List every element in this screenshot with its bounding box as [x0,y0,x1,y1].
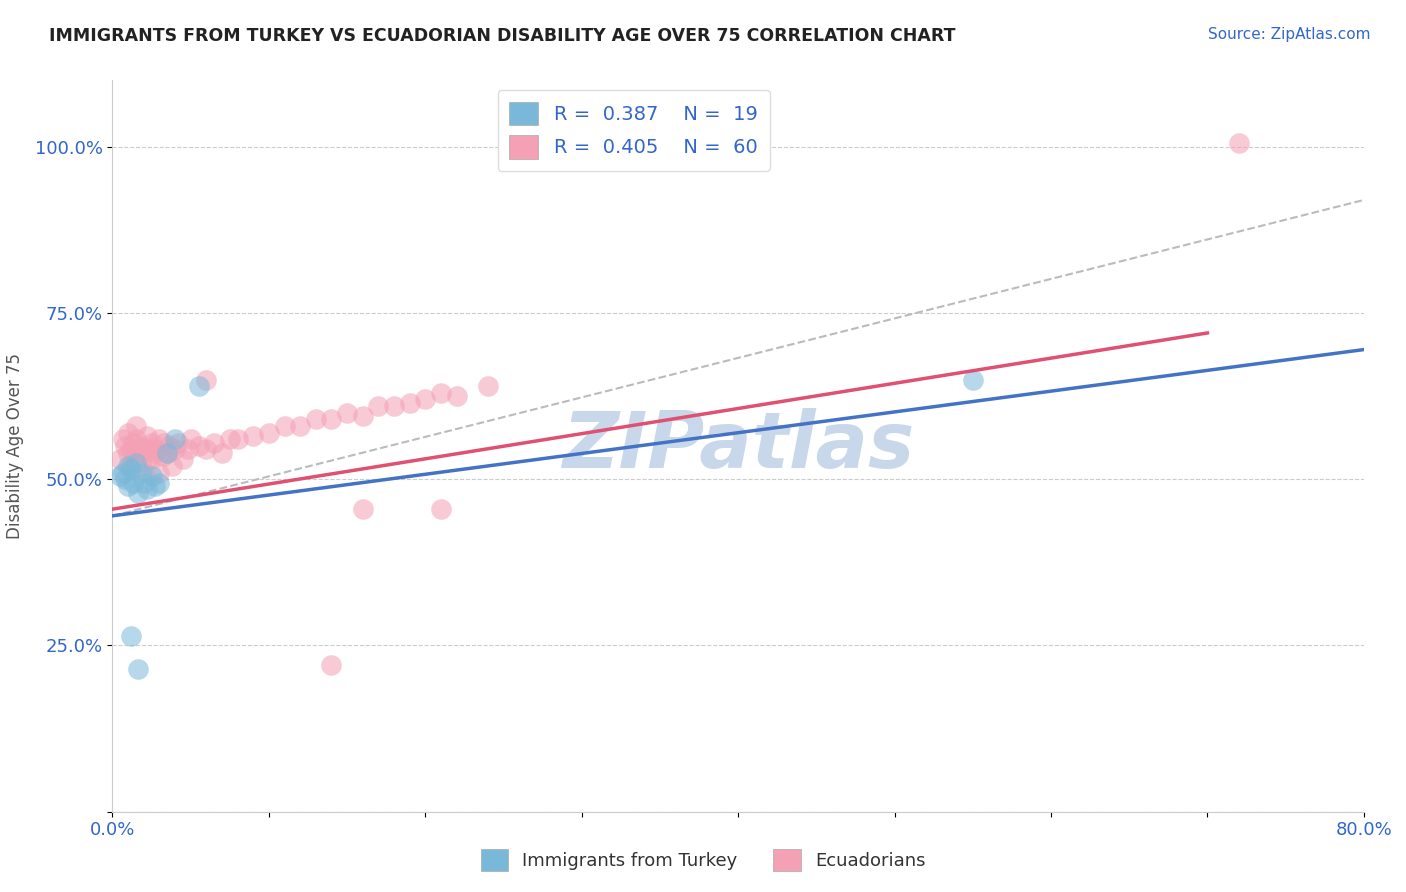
Point [117,479,139,493]
Point [176,442,198,457]
Point [124,449,146,463]
Point [187,379,209,393]
Y-axis label: Disability Age Over 75: Disability Age Over 75 [6,353,24,539]
Point [962,372,984,386]
Point [211,445,233,459]
Point [125,433,148,447]
Point [156,445,179,459]
Point [430,385,453,400]
Point [135,442,157,457]
Point [120,442,142,457]
Point [148,475,170,490]
Point [195,442,218,457]
Point [415,392,437,407]
Point [152,449,174,463]
Point [132,445,155,459]
Point [129,466,152,480]
Point [160,458,183,473]
Point [202,435,225,450]
Text: ZIPatlas: ZIPatlas [562,408,914,484]
Point [117,458,139,473]
Point [321,658,343,673]
Point [180,433,202,447]
Point [143,442,166,457]
Point [187,439,209,453]
Point [157,439,180,453]
Point [125,419,148,434]
Point [352,502,374,516]
Point [153,435,176,450]
Point [163,433,186,447]
Point [477,379,499,393]
Point [129,456,152,470]
Point [163,442,186,457]
Point [430,502,453,516]
Point [398,396,420,410]
Point [121,435,143,450]
Point [148,433,170,447]
Point [127,485,149,500]
Point [1227,136,1250,151]
Point [120,628,142,642]
Point [156,445,179,459]
Point [141,435,163,450]
Point [226,433,249,447]
Point [290,419,312,434]
Point [110,452,132,467]
Point [114,439,136,453]
Legend: R =  0.387    N =  19, R =  0.405    N =  60: R = 0.387 N = 19, R = 0.405 N = 60 [498,90,769,170]
Point [367,399,389,413]
Point [117,445,139,459]
Point [257,425,280,440]
Point [127,662,149,676]
Point [110,469,132,483]
Point [218,433,240,447]
Point [336,406,359,420]
Point [125,456,148,470]
Point [145,445,167,459]
Point [135,429,157,443]
Point [118,458,141,473]
Point [172,452,194,467]
Point [132,466,155,480]
Point [114,472,136,486]
Point [167,435,190,450]
Point [141,452,163,467]
Point [141,469,163,483]
Point [128,442,150,457]
Point [321,412,343,426]
Legend: Immigrants from Turkey, Ecuadorians: Immigrants from Turkey, Ecuadorians [474,842,932,879]
Point [132,475,155,490]
Point [121,475,143,490]
Point [352,409,374,423]
Point [148,466,170,480]
Point [120,462,142,476]
Point [305,412,328,426]
Point [242,429,264,443]
Point [139,449,162,463]
Point [117,425,139,440]
Text: Source: ZipAtlas.com: Source: ZipAtlas.com [1208,27,1371,42]
Point [131,439,153,453]
Point [195,372,218,386]
Point [135,482,157,496]
Point [446,389,468,403]
Point [112,433,135,447]
Point [112,466,135,480]
Point [143,479,166,493]
Text: IMMIGRANTS FROM TURKEY VS ECUADORIAN DISABILITY AGE OVER 75 CORRELATION CHART: IMMIGRANTS FROM TURKEY VS ECUADORIAN DIS… [49,27,956,45]
Point [273,419,295,434]
Point [382,399,405,413]
